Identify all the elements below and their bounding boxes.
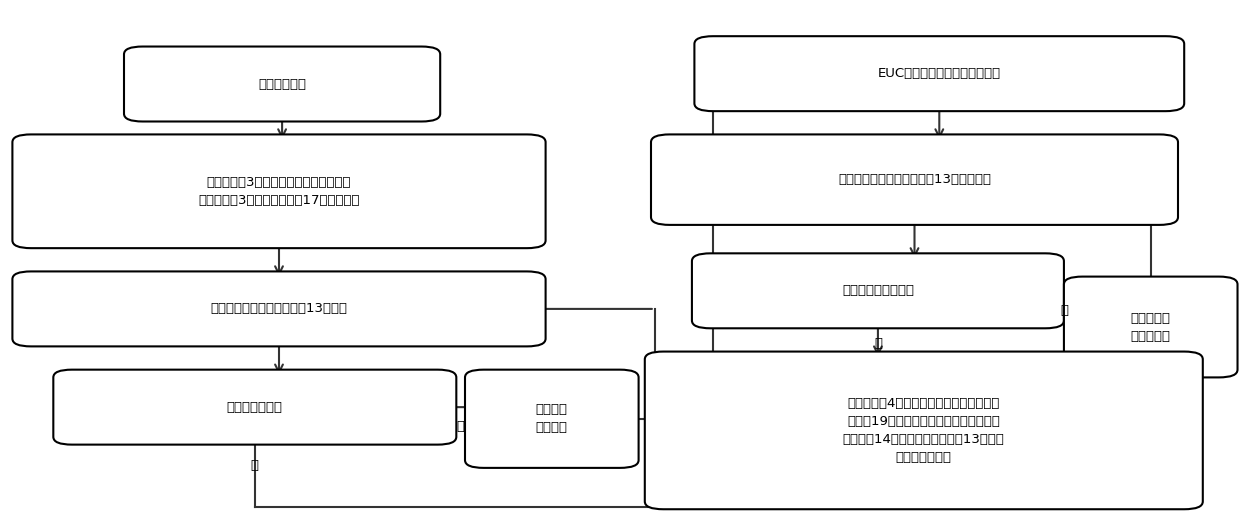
- Text: 传感器读取，等离子放电区13处风速: 传感器读取，等离子放电区13处风速: [211, 302, 347, 315]
- FancyBboxPatch shape: [645, 352, 1203, 509]
- FancyBboxPatch shape: [465, 370, 639, 468]
- Text: 风速已达设定值: 风速已达设定值: [227, 401, 283, 414]
- FancyBboxPatch shape: [12, 134, 546, 248]
- Text: 气体管路二4、供油开启，液体燃料进入燃
油管路19，电离生成的等离子体及液体燃
料从喷孔14喷出，等离子放电区13初步混
合，进入燃烧室: 气体管路二4、供油开启，液体燃料进入燃 油管路19，电离生成的等离子体及液体燃 …: [843, 397, 1004, 464]
- FancyBboxPatch shape: [12, 271, 546, 346]
- Text: 是: 是: [250, 459, 259, 472]
- Text: 燃气轮机启动: 燃气轮机启动: [258, 78, 306, 90]
- FancyBboxPatch shape: [1064, 277, 1238, 377]
- Text: EUC发出指令，等离子电源启动: EUC发出指令，等离子电源启动: [878, 67, 1001, 80]
- Text: 否: 否: [456, 420, 465, 433]
- Text: 等离子体电
源调节电压: 等离子体电 源调节电压: [1131, 312, 1171, 342]
- FancyBboxPatch shape: [53, 370, 456, 445]
- FancyBboxPatch shape: [692, 253, 1064, 328]
- Text: 是: 是: [874, 337, 882, 351]
- FancyBboxPatch shape: [651, 134, 1178, 225]
- Text: 气体管路一3处供气开启，高压气体进入
气体管路一3，经由旋流器三17形成旋流气: 气体管路一3处供气开启，高压气体进入 气体管路一3，经由旋流器三17形成旋流气: [198, 176, 360, 207]
- Text: 传感器读取，等离子放电区13处电子密度: 传感器读取，等离子放电区13处电子密度: [838, 173, 991, 186]
- FancyBboxPatch shape: [124, 47, 440, 121]
- Text: 电子密度已达设定值: 电子密度已达设定值: [842, 284, 914, 297]
- Text: 否: 否: [1060, 304, 1068, 317]
- FancyBboxPatch shape: [694, 36, 1184, 111]
- Text: 供气系统
调节气压: 供气系统 调节气压: [536, 403, 568, 434]
